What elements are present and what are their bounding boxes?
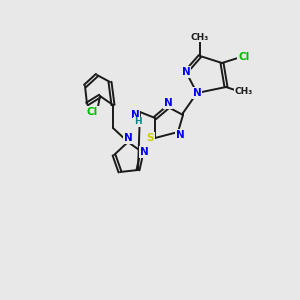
Text: Cl: Cl — [86, 107, 98, 117]
Text: N: N — [193, 88, 201, 98]
Text: S: S — [146, 133, 154, 143]
Text: CH₃: CH₃ — [191, 32, 209, 41]
Text: H: H — [134, 118, 142, 127]
Text: N: N — [182, 67, 190, 77]
Text: N: N — [176, 130, 184, 140]
Text: N: N — [130, 110, 140, 120]
Text: N: N — [140, 147, 148, 157]
Text: Cl: Cl — [238, 52, 250, 62]
Text: N: N — [124, 133, 132, 143]
Text: N: N — [164, 98, 172, 108]
Text: CH₃: CH₃ — [235, 88, 253, 97]
